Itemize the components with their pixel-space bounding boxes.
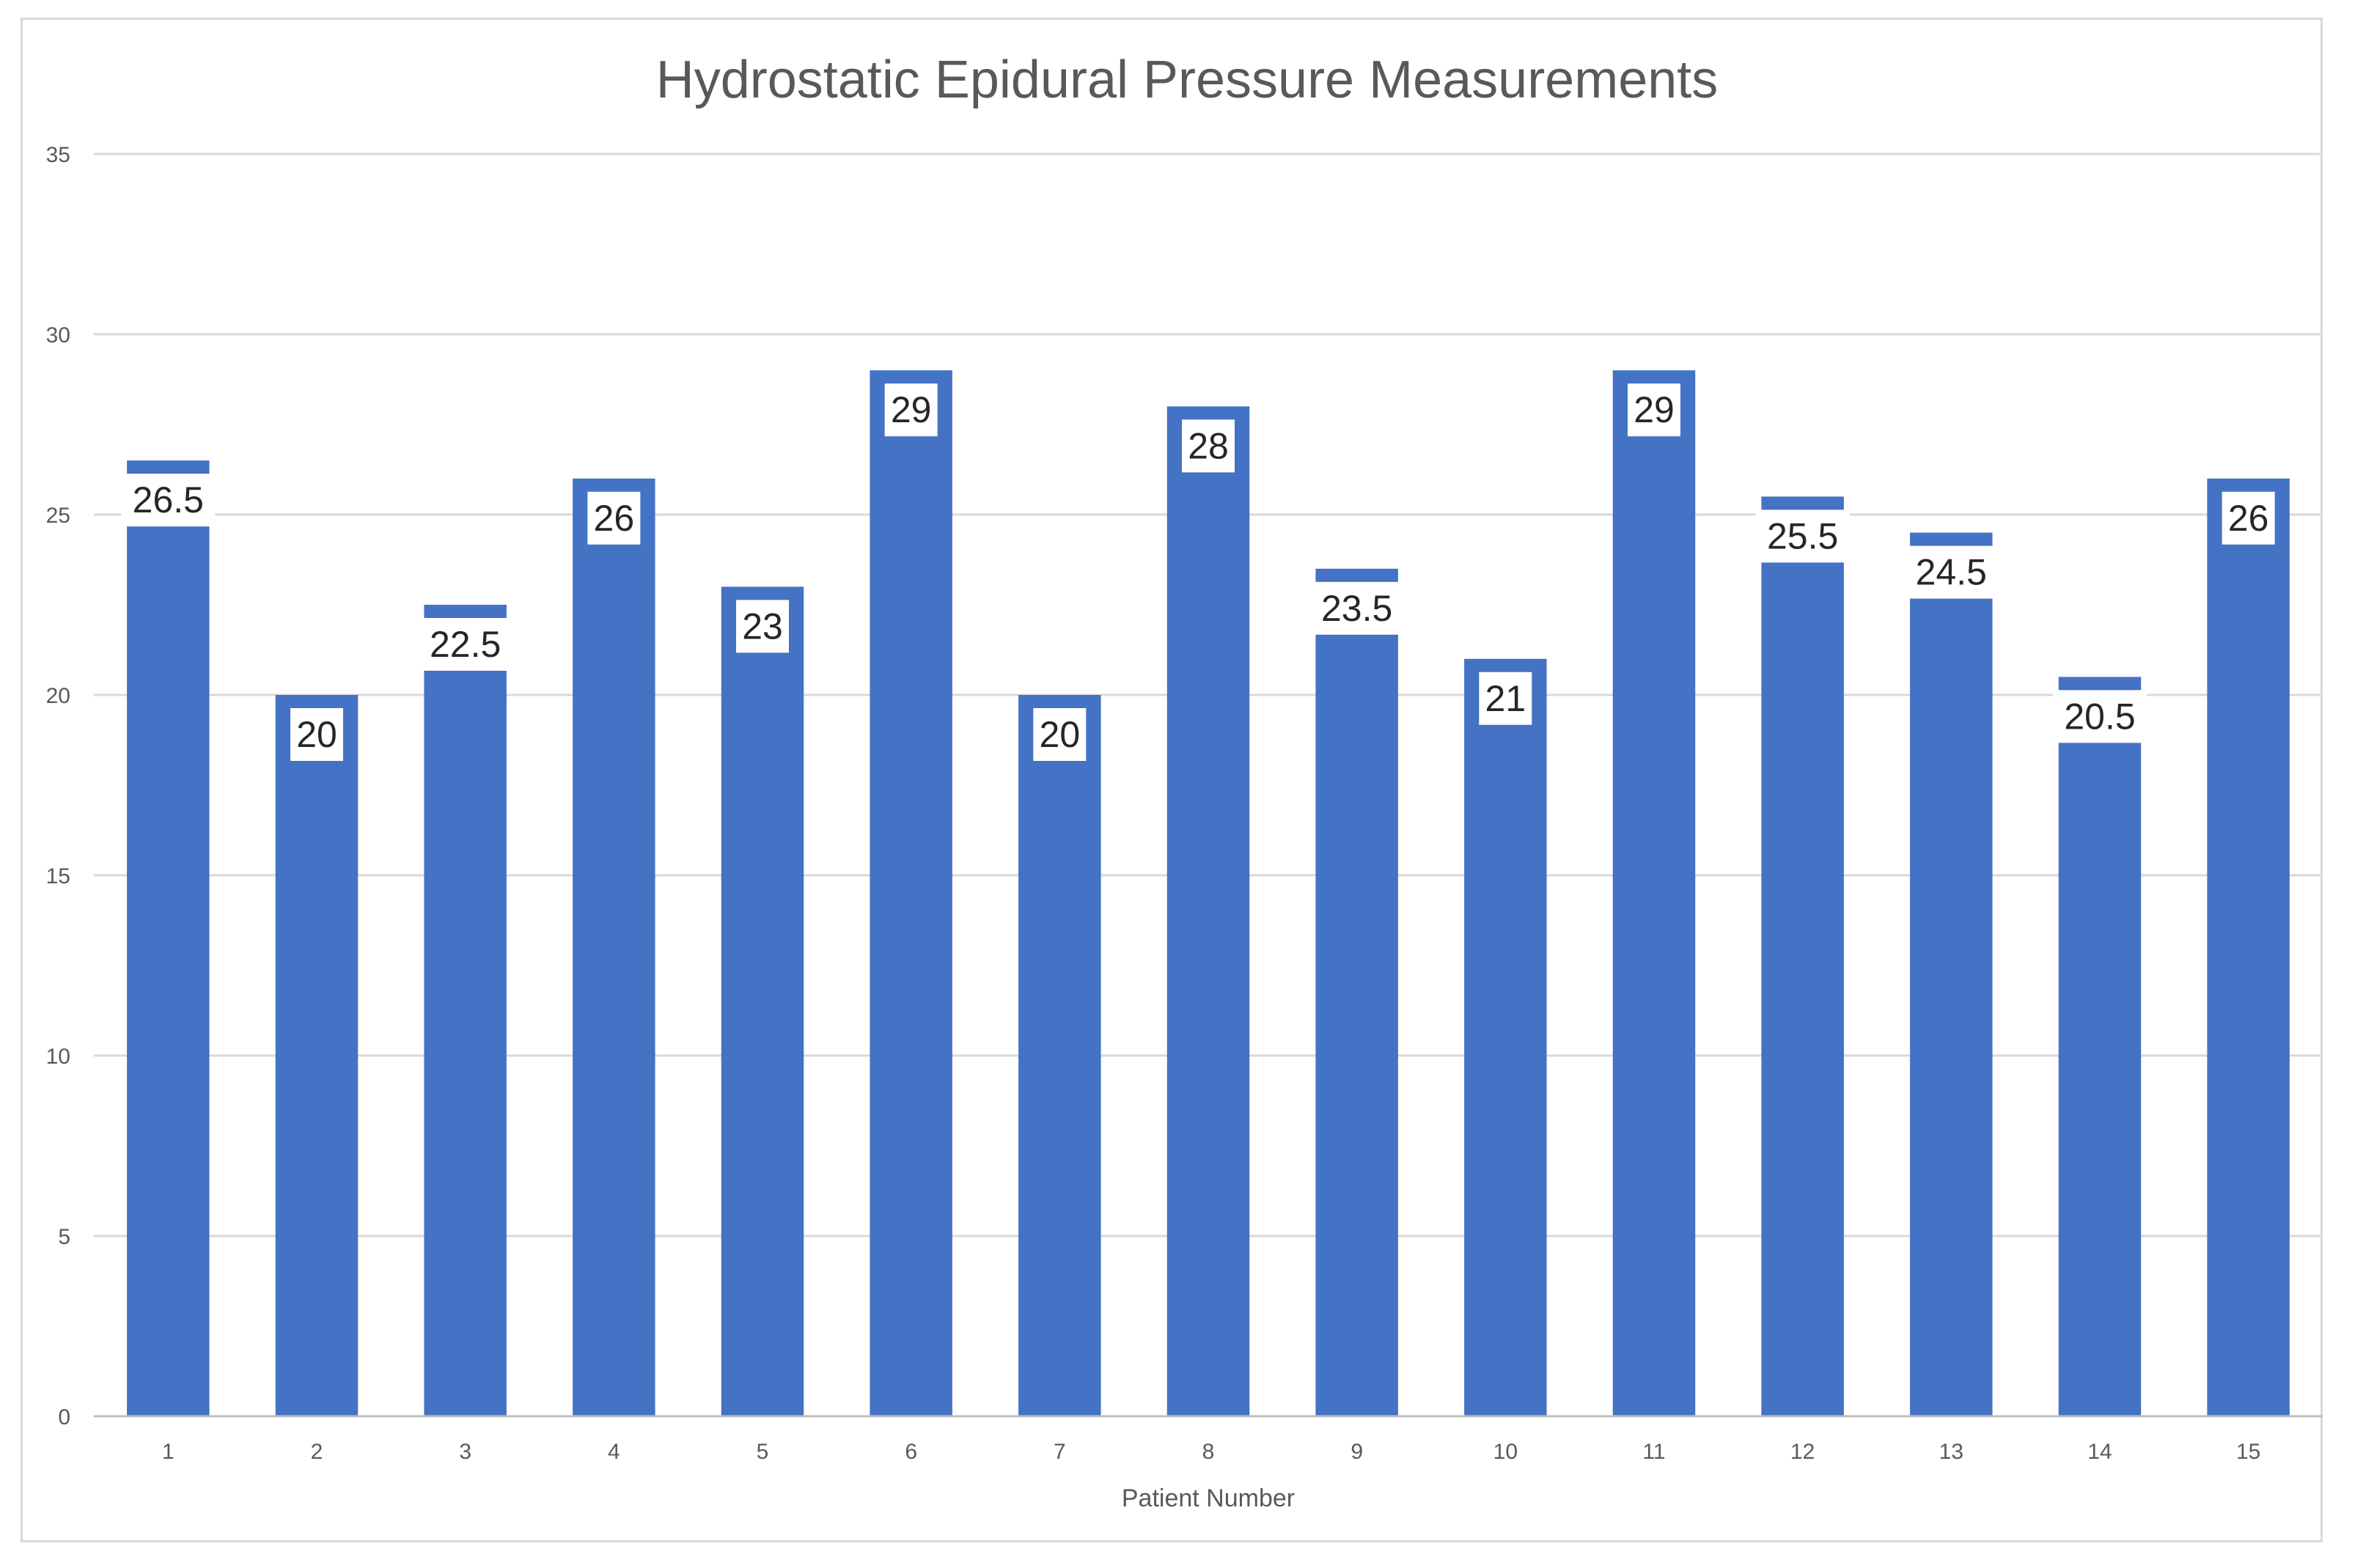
data-labels: 26.5 20 22.5 26 23 29 20 28 23.5 21 29 25.5 24.5 20.5… (121, 383, 2275, 761)
data-label: 26.5 (133, 479, 204, 520)
x-tick-label: 4 (608, 1440, 620, 1464)
data-label-box (1033, 708, 1087, 761)
x-tick-label: 13 (1939, 1440, 1963, 1464)
data-label: 22.5 (430, 624, 501, 665)
x-axis: 1 2 3 4 5 6 7 8 9 10 11 12 13 14 15 (94, 1415, 2323, 1464)
data-label-box (1904, 545, 1999, 599)
x-tick-label: 3 (459, 1440, 471, 1464)
chart-title: Hydrostatic Epidural Pressure Measuremen… (656, 51, 1719, 109)
y-tick-label: 15 (46, 864, 70, 888)
bar-patient-1 (127, 460, 210, 1417)
bar-patient-8 (1166, 406, 1250, 1416)
x-tick-label: 11 (1642, 1440, 1665, 1464)
data-label-box (736, 600, 789, 653)
x-tick-label: 10 (1493, 1440, 1518, 1464)
y-tick-label: 5 (58, 1225, 70, 1249)
data-label-box (1479, 671, 1532, 725)
bar-patient-14 (2058, 677, 2142, 1416)
x-tick-label: 7 (1054, 1440, 1066, 1464)
data-label-box (884, 383, 938, 437)
x-tick-label: 6 (905, 1440, 917, 1464)
data-label: 29 (1633, 389, 1675, 430)
data-label-box (121, 474, 216, 527)
bar-patient-6 (870, 370, 952, 1417)
x-tick-label: 12 (1790, 1440, 1815, 1464)
x-tick-label: 8 (1202, 1440, 1215, 1464)
data-label-box (418, 618, 512, 671)
x-tick-label: 2 (311, 1440, 323, 1464)
data-label-box (1182, 419, 1235, 473)
bar-patient-10 (1464, 658, 1547, 1416)
data-label: 24.5 (1916, 552, 1987, 593)
data-label: 23 (742, 606, 783, 647)
data-label: 20 (296, 714, 337, 755)
data-label-box (587, 491, 641, 545)
y-tick-label: 25 (46, 504, 70, 528)
bar-patient-13 (1910, 532, 1993, 1416)
x-tick-label: 1 (162, 1440, 174, 1464)
y-tick-label: 30 (46, 323, 70, 347)
x-tick-label: 14 (2087, 1440, 2112, 1464)
bar-patient-7 (1018, 695, 1101, 1416)
data-label-box (1628, 383, 1680, 437)
data-label: 26 (2228, 498, 2269, 539)
y-axis: 0 5 10 15 20 25 30 35 (46, 143, 70, 1429)
y-tick-label: 10 (46, 1045, 70, 1069)
bar-patient-9 (1315, 568, 1398, 1416)
bar-patient-2 (275, 695, 359, 1416)
data-label-box (2053, 690, 2147, 743)
bar-patient-11 (1612, 370, 1696, 1417)
x-tick-label: 15 (2236, 1440, 2260, 1464)
x-tick-label: 9 (1350, 1440, 1363, 1464)
bars (127, 370, 2290, 1417)
bar-patient-12 (1761, 496, 1844, 1416)
y-tick-label: 35 (46, 143, 70, 167)
data-label: 20 (1040, 714, 1081, 755)
data-label: 21 (1485, 678, 1526, 719)
bar-patient-5 (721, 586, 804, 1416)
data-label-box (290, 708, 343, 761)
data-label-box (2222, 491, 2275, 545)
y-tick-label: 20 (46, 684, 70, 708)
data-label-box (1309, 581, 1404, 635)
data-label: 20.5 (2064, 696, 2135, 737)
bar-patient-3 (424, 605, 507, 1416)
data-label: 26 (594, 498, 635, 539)
data-label-box (1755, 509, 1850, 563)
bar-patient-15 (2207, 478, 2290, 1416)
bar-patient-4 (573, 478, 655, 1416)
x-axis-title: Patient Number (1122, 1484, 1295, 1512)
data-label: 29 (891, 389, 932, 430)
y-tick-label: 0 (58, 1405, 70, 1429)
data-label: 28 (1188, 425, 1229, 466)
x-tick-label: 5 (757, 1440, 769, 1464)
data-label: 25.5 (1767, 515, 1838, 556)
data-label: 23.5 (1321, 588, 1392, 629)
